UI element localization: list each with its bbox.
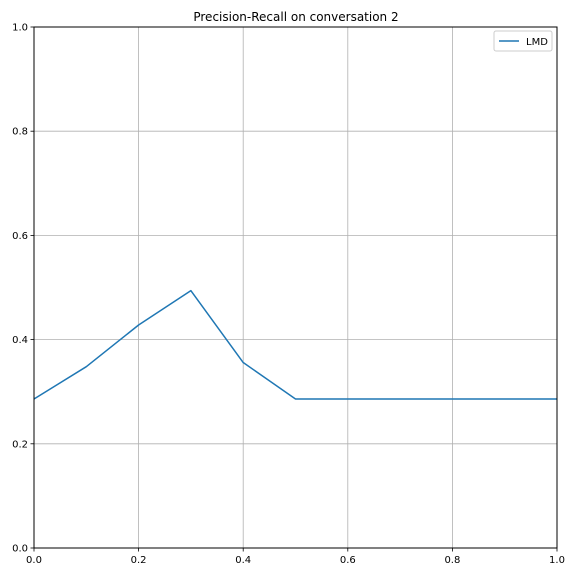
legend: LMD: [493, 30, 553, 52]
x-tick-label: 0.6: [340, 555, 356, 566]
x-tick-label: 0.0: [26, 555, 42, 566]
plot-frame: [33, 26, 558, 549]
x-tick-label: 1.0: [549, 555, 565, 566]
y-tick-label: 0.6: [12, 231, 28, 242]
legend-label-lmd: LMD: [526, 37, 548, 48]
y-tick-label: 0.8: [12, 127, 28, 138]
y-tick-label: 1.0: [12, 23, 28, 34]
ticks: 0.0 0.2 0.4 0.6 0.8 1.0 0.0 0.2 0.4 0.6 0.8 1.0: [12, 23, 565, 567]
y-tick-label: 0.2: [12, 439, 28, 450]
x-tick-label: 0.4: [235, 555, 251, 566]
legend-box: [493, 30, 553, 52]
x-tick-label: 0.8: [444, 555, 460, 566]
chart-title: Precision-Recall on conversation 2: [193, 10, 398, 24]
x-tick-label: 0.2: [131, 555, 147, 566]
y-tick-label: 0.0: [12, 544, 28, 555]
y-tick-label: 0.4: [12, 335, 28, 346]
